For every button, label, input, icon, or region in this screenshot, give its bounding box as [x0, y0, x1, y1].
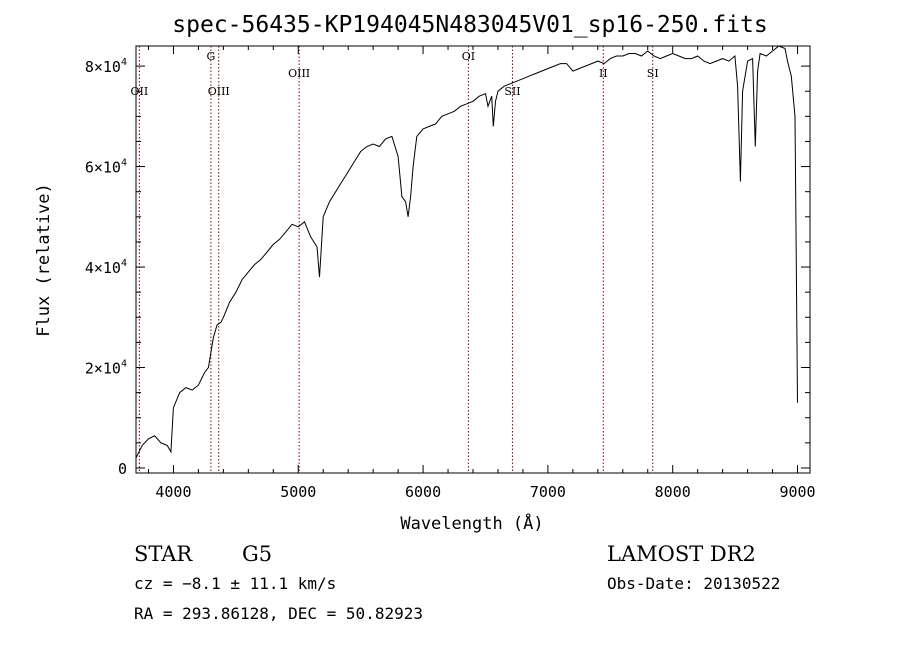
y-tick-label-0: 0 [118, 460, 127, 478]
marker-label-7: SI [647, 67, 659, 80]
marker-label-2: OIII [208, 85, 230, 98]
marker-label-6: II [599, 67, 608, 80]
x-tick-label-3: 7000 [530, 483, 566, 501]
marker-label-4: OI [462, 50, 475, 63]
x-axis-label: Wavelength (Å) [400, 512, 543, 534]
y-tick-label-1: 2×104 [85, 359, 127, 378]
coordinates-text: RA = 293.86128, DEC = 50.82923 [134, 604, 423, 623]
x-tick-label-5: 9000 [779, 483, 815, 501]
y-tick-label-3: 6×104 [85, 158, 127, 177]
x-tick-label-4: 8000 [655, 483, 691, 501]
x-tick-label-1: 5000 [280, 483, 316, 501]
marker-label-3: OIII [288, 67, 310, 80]
object-class: STAR [134, 542, 193, 566]
x-tick-label-2: 6000 [405, 483, 441, 501]
y-axis: 0 2×104 4×104 6×104 8×104 [85, 57, 810, 478]
chart-title: spec-56435-KP194045N483045V01_sp16-250.f… [172, 12, 767, 38]
survey-name: LAMOST DR2 [607, 542, 756, 566]
marker-label-5: SII [504, 85, 520, 98]
object-subclass: G5 [242, 542, 272, 566]
y-tick-label-2: 4×104 [85, 258, 127, 277]
x-axis: 4000 5000 6000 7000 8000 9000 [147, 46, 816, 501]
obs-date: Obs-Date: 20130522 [607, 574, 780, 593]
y-tick-label-4: 8×104 [85, 57, 127, 76]
x-tick-label-0: 4000 [155, 483, 191, 501]
plot-frame [135, 45, 811, 474]
redshift-text: cz = −8.1 ± 11.1 km/s [134, 574, 336, 593]
spectrum-line [135, 45, 798, 459]
marker-label-1: G [206, 50, 215, 63]
y-axis-label: Flux (relative) [34, 183, 54, 337]
